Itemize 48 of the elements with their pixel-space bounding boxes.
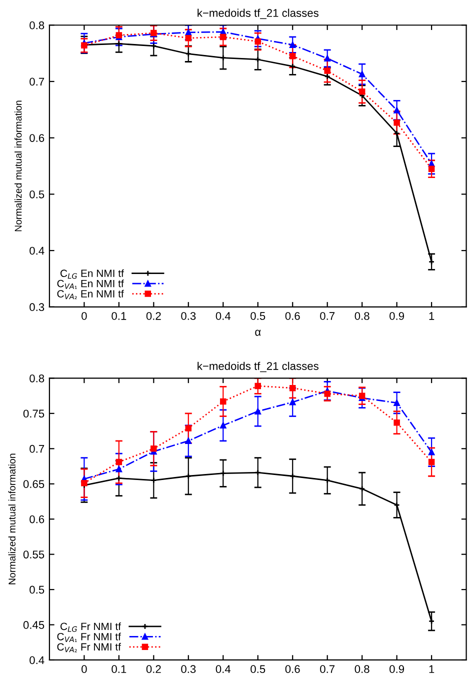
y-tick-label: 0.4 xyxy=(30,656,44,664)
x-tick-label: 0.9 xyxy=(390,665,404,674)
x-tick-label: 0.5 xyxy=(250,665,266,674)
x-axis-title: α xyxy=(255,330,261,336)
y-tick-label: 0.6 xyxy=(30,134,44,142)
x-tick-label: 0.1 xyxy=(112,665,126,674)
legend-label: C$_{LG}$ En NMI tf xyxy=(60,269,124,279)
x-tick-label: 0.9 xyxy=(390,312,404,320)
y-tick-label: 0.65 xyxy=(23,480,44,488)
x-tick-label: 0.2 xyxy=(146,312,161,320)
x-tick-label: 0.6 xyxy=(285,665,300,674)
y-tick-label: 0.3 xyxy=(30,303,44,312)
x-tick-label: 0.6 xyxy=(285,312,300,320)
x-tick-label: 0.8 xyxy=(354,312,370,320)
y-tick-label: 0.5 xyxy=(30,190,44,198)
y-tick-label: 0.75 xyxy=(23,410,44,418)
x-tick-label: 0.3 xyxy=(181,665,196,674)
chart-title: k−medoids tf_21 classes xyxy=(198,8,318,19)
y-axis-title: Normalized mutual information xyxy=(8,454,16,584)
y-tick-label: 0.8 xyxy=(30,21,44,30)
legend-label: C$_{VA₁}$ Fr NMI tf xyxy=(57,632,121,642)
x-tick-label: 0.7 xyxy=(320,665,335,674)
legend-label: C$_{VA₂}$ Fr NMI tf xyxy=(57,642,121,652)
legend-label: C$_{VA₁}$ En NMI tf xyxy=(57,280,124,289)
y-tick-label: 0.8 xyxy=(30,374,44,382)
chart-title: k−medoids tf_21 classes xyxy=(198,362,318,372)
y-tick-label: 0.4 xyxy=(30,246,44,255)
y-tick-label: 0.45 xyxy=(23,621,44,629)
y-axis-title: Normalized mutual information xyxy=(14,100,22,232)
x-tick-label: 0.8 xyxy=(354,665,370,674)
x-tick-label: 0.5 xyxy=(250,312,266,320)
x-tick-label: 0.1 xyxy=(112,312,126,320)
x-tick-label: 0.4 xyxy=(216,665,231,674)
y-tick-label: 0.5 xyxy=(30,586,44,594)
x-tick-label: 0.7 xyxy=(320,312,335,320)
y-tick-label: 0.55 xyxy=(23,550,44,558)
x-tick-label: 1 xyxy=(429,665,434,673)
x-tick-label: 0.3 xyxy=(181,312,196,320)
y-tick-label: 0.7 xyxy=(30,444,44,453)
legend-label: C$_{VA₂}$ En NMI tf xyxy=(57,290,124,300)
x-tick-label: 0.4 xyxy=(216,312,231,320)
x-tick-label: 0 xyxy=(82,312,87,320)
y-tick-label: 0.6 xyxy=(30,515,44,524)
x-tick-label: 1 xyxy=(429,312,434,320)
x-tick-label: 0 xyxy=(82,665,87,674)
legend-label: C$_{LG}$ Fr NMI tf xyxy=(60,622,122,632)
y-tick-label: 0.7 xyxy=(30,78,44,86)
x-tick-label: 0.2 xyxy=(146,665,161,674)
